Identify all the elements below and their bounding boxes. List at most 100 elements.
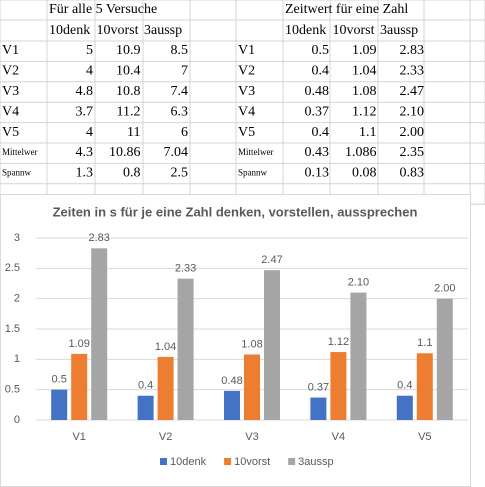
row-label: V1: [2, 43, 19, 58]
legend-swatch: [288, 458, 296, 465]
x-tick-label: V2: [159, 431, 172, 443]
cell: 10.9: [116, 43, 141, 58]
legend-label: 10denk: [170, 456, 207, 468]
cell: 2.5: [171, 166, 189, 181]
bar: [91, 248, 108, 420]
cell: 5: [86, 43, 93, 58]
cell: 0.37: [305, 104, 330, 119]
cell: 2.35: [400, 145, 425, 160]
column-header: 3aussp: [144, 23, 182, 38]
data-label: 0.4: [397, 380, 412, 392]
cell: 1.04: [352, 64, 377, 79]
cell: 11.2: [117, 104, 141, 119]
bar: [244, 354, 260, 420]
row-label: V5: [2, 125, 19, 140]
data-label: 0.5: [52, 374, 67, 386]
cell: 4.3: [76, 145, 94, 160]
row-label: V4: [238, 104, 255, 119]
cell: 1.09: [352, 43, 377, 58]
cell: 7.4: [171, 84, 189, 99]
column-header: 3aussp: [380, 23, 418, 38]
data-label: 1.09: [68, 338, 89, 350]
cell: 2.10: [400, 104, 425, 119]
table-title: Für alle 5 Versuche: [49, 2, 157, 17]
y-tick-label: 2.5: [5, 262, 20, 274]
cell: 2.33: [400, 64, 425, 79]
data-label: 2.00: [434, 283, 455, 295]
cell: 2.83: [400, 43, 425, 58]
cell: 0.83: [400, 166, 425, 181]
data-label: 0.48: [221, 375, 242, 387]
row-label: V3: [238, 84, 255, 99]
bar: [71, 353, 88, 420]
cell: 0.8: [123, 166, 141, 181]
cell: 0.13: [305, 166, 330, 181]
cell: 6: [181, 125, 188, 140]
cell: 1.1: [359, 125, 377, 140]
cell: 4: [86, 125, 93, 140]
bar: [330, 352, 347, 420]
data-label: 1.08: [241, 338, 262, 350]
bar: [350, 292, 367, 420]
column-header: 10vorst: [97, 23, 139, 38]
data-label: 2.83: [88, 232, 109, 244]
data-label: 2.10: [348, 277, 369, 289]
chart-area: [0, 194, 471, 487]
cell: 1.08: [352, 84, 377, 99]
x-tick-label: V5: [418, 431, 431, 443]
row-label: Spannw: [238, 167, 268, 177]
cell: 2.00: [400, 125, 425, 140]
bar: [157, 356, 174, 420]
bar: [51, 389, 68, 420]
row-label: V1: [238, 43, 255, 58]
row-label: V3: [2, 84, 19, 99]
cell: 10.86: [109, 145, 141, 160]
row-label: V5: [238, 125, 255, 140]
cell: 7.04: [164, 145, 189, 160]
data-label: 1.12: [328, 336, 349, 348]
cell: 1.086: [345, 145, 377, 160]
cell: 10.8: [116, 84, 141, 99]
y-tick-label: 0.5: [5, 384, 20, 396]
bar: [137, 395, 154, 420]
cell: 11: [127, 125, 140, 140]
cell: 10.4: [116, 64, 141, 79]
cell: 4: [86, 64, 93, 79]
data-label: 1.1: [417, 337, 432, 349]
column-header: 10vorst: [333, 23, 375, 38]
cell: 0.5: [312, 43, 330, 58]
cell: 4.8: [76, 84, 94, 99]
x-tick-label: V4: [332, 431, 345, 443]
column-header: 10denk: [49, 23, 90, 38]
data-label: 0.4: [138, 380, 153, 392]
data-label: 0.37: [308, 381, 329, 393]
legend-swatch: [224, 458, 232, 465]
cell: 6.3: [171, 104, 189, 119]
data-label: 2.47: [261, 254, 282, 266]
cell: 3.7: [76, 104, 94, 119]
bar: [396, 395, 413, 420]
row-label: V2: [238, 64, 255, 79]
cell: 0.43: [305, 145, 330, 160]
bar: [224, 390, 240, 420]
cell: 0.4: [312, 125, 330, 140]
legend-label: 10vorst: [234, 456, 270, 468]
spreadsheet: Für alle 5 Versuche 10denk 10vorst 3aussp V1…: [0, 0, 485, 205]
cell: 0.4: [312, 64, 330, 79]
row-label: V4: [2, 104, 19, 119]
bar: [436, 298, 453, 420]
bar: [310, 397, 327, 420]
bar: [264, 270, 280, 420]
y-tick-label: 2: [14, 293, 20, 305]
data-label: 1.04: [155, 341, 176, 353]
row-label: Spannw: [2, 167, 32, 177]
cell: 0.48: [305, 84, 330, 99]
legend-swatch: [160, 458, 167, 465]
row-label: V2: [2, 64, 19, 79]
cell: 1.12: [352, 104, 377, 119]
chart: Zeiten in s für je eine Zahl denken, vor…: [0, 194, 471, 487]
cell: 7: [181, 64, 188, 79]
column-header: 10denk: [285, 23, 326, 38]
